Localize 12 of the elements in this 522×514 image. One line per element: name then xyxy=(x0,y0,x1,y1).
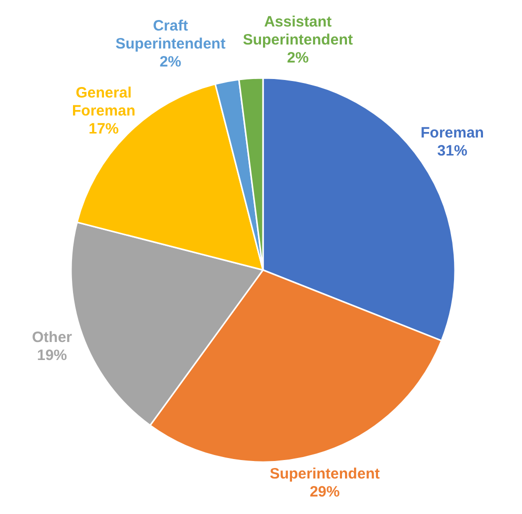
slice-label: Craft Superintendent xyxy=(115,18,226,53)
data-label: 29% xyxy=(310,484,340,500)
data-label: 2% xyxy=(160,54,182,71)
slice-label: General Foreman xyxy=(72,84,136,120)
slice-label: Superintendent xyxy=(270,466,380,482)
data-label: 19% xyxy=(37,346,68,364)
slice-label: Other xyxy=(32,328,72,346)
data-label: 2% xyxy=(287,50,309,67)
data-label: 17% xyxy=(88,120,119,138)
slice-label: Foreman xyxy=(420,124,484,142)
slice-label: Assistant Superintendent xyxy=(242,14,353,49)
data-label: 31% xyxy=(437,142,468,160)
